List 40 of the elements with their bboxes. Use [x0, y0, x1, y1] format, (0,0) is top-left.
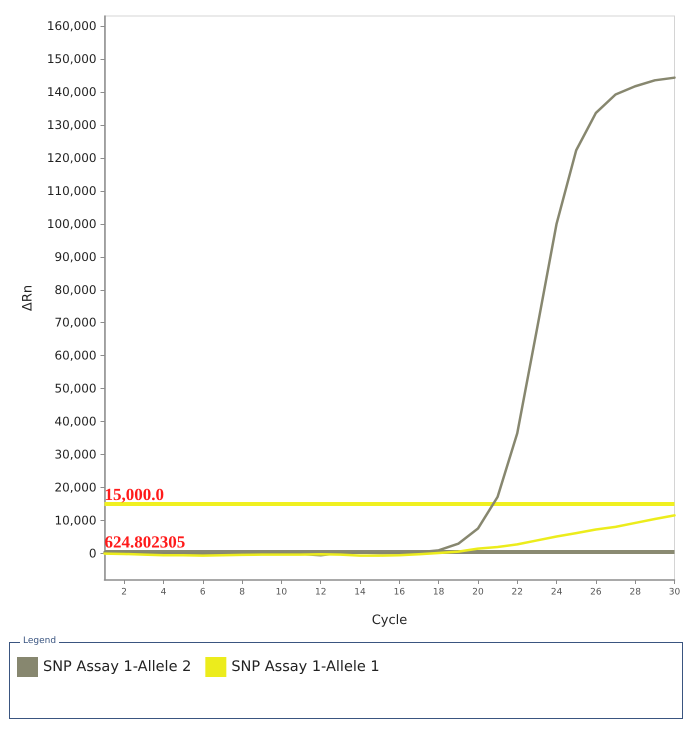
x-tick-label: 8: [239, 588, 246, 598]
y-tick-label: 140,000: [46, 84, 96, 99]
y-tick-label: 40,000: [54, 414, 96, 429]
line-series: [103, 514, 676, 557]
x-tick-label: 22: [512, 588, 523, 598]
y-axis-title: ΔRn: [20, 284, 36, 312]
y-tick-label: 90,000: [54, 250, 96, 264]
x-tick-label: 18: [432, 588, 445, 598]
x-tick-label: 24: [550, 588, 563, 598]
x-tick-label: 12: [314, 588, 326, 598]
y-tick-label: 80,000: [54, 282, 96, 297]
x-tick-label: 14: [354, 588, 366, 598]
x-tick-label: 20: [472, 588, 484, 598]
y-tick-label: 50,000: [54, 382, 96, 396]
y-tick-label: 70,000: [54, 316, 96, 330]
y-tick-label: 160,000: [46, 18, 96, 33]
x-tick-label: 4: [160, 588, 167, 598]
x-tick-label: 30: [668, 588, 680, 598]
y-tick-label: 120,000: [46, 150, 96, 165]
ref-line-label: 624.802305: [104, 532, 186, 552]
x-axis-title: Cycle: [372, 613, 408, 628]
x-tick-label: 10: [276, 588, 288, 598]
x-tick-label: 16: [394, 588, 406, 598]
x-tick-label: 2: [121, 588, 128, 598]
y-tick-label: 0: [88, 546, 96, 561]
y-tick-label: 30,000: [54, 448, 96, 462]
y-tick-label: 110,000: [46, 184, 96, 198]
x-tick-label: 6: [200, 588, 206, 598]
y-tick-label: 60,000: [54, 348, 96, 363]
y-tick-label: 10,000: [54, 514, 96, 528]
x-tick-label: 28: [629, 588, 642, 598]
legend-label: SNP Assay 1-Allele 2: [43, 659, 192, 675]
x-tick-label: 26: [590, 588, 602, 598]
ref-line-label: 15,000.0: [104, 485, 164, 504]
y-tick-label: 20,000: [54, 480, 96, 495]
legend-label: SNP Assay 1-Allele 1: [231, 659, 380, 675]
y-tick-label: 150,000: [46, 52, 96, 66]
legend-title: Legend: [20, 636, 60, 647]
y-tick-label: 130,000: [46, 118, 96, 132]
y-tick-label: 100,000: [46, 216, 96, 231]
